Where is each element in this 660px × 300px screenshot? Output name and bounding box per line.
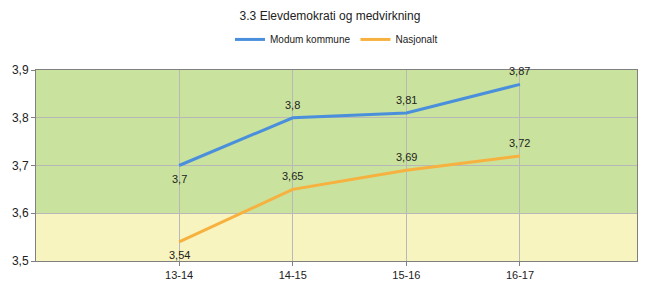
svg-text:3,9: 3,9 — [12, 63, 29, 77]
svg-text:15-16: 15-16 — [392, 269, 420, 281]
svg-text:3,69: 3,69 — [396, 151, 417, 163]
svg-text:3,65: 3,65 — [282, 170, 303, 182]
svg-text:14-15: 14-15 — [279, 269, 307, 281]
svg-text:Modum kommune: Modum kommune — [270, 34, 350, 45]
svg-text:3.3 Elevdemokrati og medvirkni: 3.3 Elevdemokrati og medvirkning — [240, 9, 421, 23]
svg-text:3,8: 3,8 — [285, 99, 300, 111]
svg-text:3,54: 3,54 — [169, 249, 190, 261]
svg-text:3,5: 3,5 — [12, 254, 29, 268]
svg-text:3,7: 3,7 — [12, 159, 29, 173]
svg-text:3,8: 3,8 — [12, 111, 29, 125]
svg-text:16-17: 16-17 — [506, 269, 534, 281]
svg-text:3,72: 3,72 — [509, 137, 530, 149]
svg-text:3,7: 3,7 — [172, 173, 187, 185]
svg-text:3,81: 3,81 — [396, 94, 417, 106]
svg-text:13-14: 13-14 — [165, 269, 193, 281]
svg-text:3,87: 3,87 — [509, 65, 530, 77]
svg-text:Nasjonalt: Nasjonalt — [395, 34, 437, 45]
svg-text:3,6: 3,6 — [12, 206, 29, 220]
